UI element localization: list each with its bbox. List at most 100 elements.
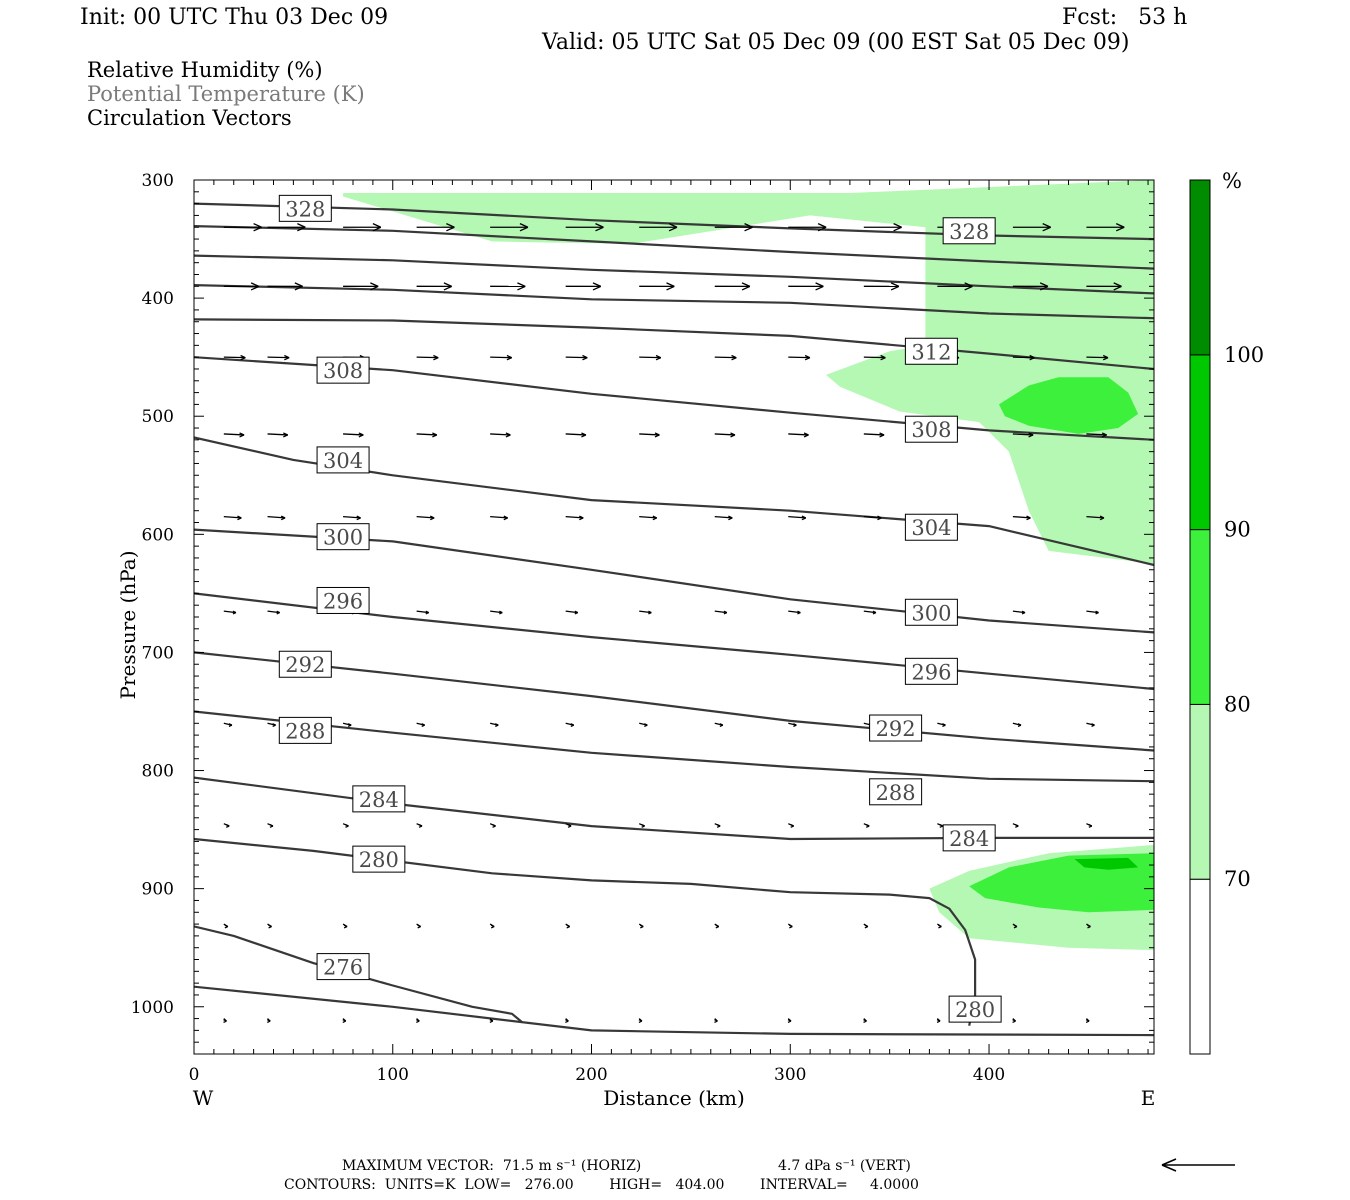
contour-label-box (942, 824, 996, 852)
contour-label-box (904, 598, 958, 626)
vector-arrow-head (652, 515, 658, 521)
vector-arrow (343, 515, 361, 519)
vector-arrow-head (224, 924, 229, 929)
vector-arrow-head (1039, 282, 1049, 291)
colorbar-segment (1189, 703, 1211, 880)
vector-arrow-head (638, 1019, 643, 1024)
contour-label: 300 (323, 526, 363, 550)
vector-arrow-head (716, 824, 721, 828)
vector-arrow-head (1026, 515, 1031, 521)
vector-arrow-head (499, 610, 503, 615)
vector-arrow-head (789, 924, 793, 929)
y-tick-label: 700 (142, 643, 174, 663)
vector-arrow (863, 356, 886, 359)
vector-arrow-head (890, 282, 900, 291)
vector-arrow (416, 356, 439, 359)
vector-arrow-head (443, 282, 452, 291)
vector-arrow (639, 356, 661, 359)
contour-label: 296 (911, 660, 951, 684)
contour-label: 292 (285, 653, 325, 677)
contour-label-box (869, 778, 923, 806)
vector-arrow-head (668, 223, 678, 232)
x-tick-label: 200 (575, 1065, 607, 1085)
init-time-label: Init: 00 UTC Thu 03 Dec 09 (80, 5, 389, 30)
theta-contour-304 (194, 436, 1154, 567)
vector-arrow-head (272, 723, 276, 728)
colorbar-segment (1189, 529, 1211, 705)
vector-arrow-head (936, 1019, 941, 1024)
vector-arrow (565, 356, 588, 359)
theta-contour-312 (194, 318, 1154, 371)
vector-arrow-head (223, 1019, 227, 1024)
contour-label: 304 (323, 449, 363, 473)
vector-arrow (416, 515, 435, 519)
contour-label-box (316, 953, 370, 981)
vector-arrow-head (1115, 223, 1125, 232)
vector-arrow-head (283, 432, 289, 438)
vector-arrow (714, 356, 737, 359)
contour-label-box (904, 513, 958, 541)
y-tick-label: 500 (142, 407, 174, 427)
vector-arrow-head (494, 723, 499, 728)
vector-arrow (223, 433, 245, 436)
vector-arrow-head (595, 223, 604, 232)
y-tick-label: 800 (142, 762, 174, 782)
vector-arrow-head (964, 282, 973, 291)
theta-contour-280 (194, 837, 977, 1026)
contour-label-box (278, 650, 332, 678)
vector-arrow-head (266, 1019, 271, 1024)
vector-arrow (1012, 356, 1035, 359)
vector-arrow (1012, 433, 1034, 436)
vector-arrow-head (297, 223, 306, 232)
x-tick-label: 100 (377, 1065, 409, 1085)
contour-label: 284 (359, 788, 399, 812)
contour-info-label: CONTOURS: UNITS=K LOW= 276.00 HIGH= 404.… (284, 1177, 919, 1193)
vector-arrow-head (863, 1019, 867, 1024)
vector-arrow-head (864, 924, 869, 929)
colorbar-tick-label: 100 (1224, 343, 1264, 367)
vector-arrow-head (269, 824, 274, 828)
y-tick-label: 600 (142, 525, 174, 545)
vector-arrow-head (872, 610, 877, 615)
vector-arrow (1086, 515, 1105, 519)
vector-arrow-head (416, 1019, 420, 1024)
contour-label: 328 (285, 197, 325, 221)
rh-region-80 (999, 377, 1139, 434)
vector-arrow-head (429, 515, 435, 521)
vector-arrow-head (232, 610, 237, 615)
vector-arrow-head (723, 610, 728, 615)
vector-arrow-head (517, 282, 526, 291)
vector-arrow (267, 356, 290, 359)
contour-label-box (352, 785, 406, 813)
vector-arrow (1012, 515, 1031, 519)
contour-label-box (948, 995, 1002, 1023)
vector-arrow (639, 515, 657, 519)
vector-arrow-head (294, 282, 303, 291)
vector-arrow-head (253, 223, 262, 232)
theta-contour-316 (194, 284, 1154, 320)
contour-label: 292 (876, 717, 916, 741)
vector-arrow-head (1015, 824, 1019, 828)
vector-arrow (223, 515, 242, 519)
vector-arrow-head (566, 924, 570, 929)
colorbar-tick-label: 80 (1224, 692, 1251, 716)
vector-arrow-head (579, 515, 584, 521)
vector-arrow-head (565, 1019, 569, 1024)
vector-arrow-head (228, 723, 233, 728)
max-vector-vert-label: 4.7 dPa s⁻¹ (VERT) (778, 1158, 911, 1174)
contour-label-box (904, 657, 958, 685)
vector-arrow-head (347, 723, 352, 728)
contour-label: 328 (949, 220, 989, 244)
contour-label-box (278, 194, 332, 222)
vector-arrow-head (787, 1019, 792, 1024)
vector-arrow-head (714, 1019, 718, 1024)
vector-arrow-head (741, 282, 751, 291)
vector-arrow (267, 515, 286, 519)
theta-contour-324 (194, 225, 1154, 270)
x-tick-label: 0 (189, 1065, 200, 1085)
vector-arrow-head (803, 432, 809, 438)
vector-arrow (490, 515, 508, 519)
vector-arrow-head (519, 223, 529, 232)
vector-arrow-head (938, 924, 942, 929)
forecast-hour-label: Fcst: 53 h (1062, 5, 1188, 30)
